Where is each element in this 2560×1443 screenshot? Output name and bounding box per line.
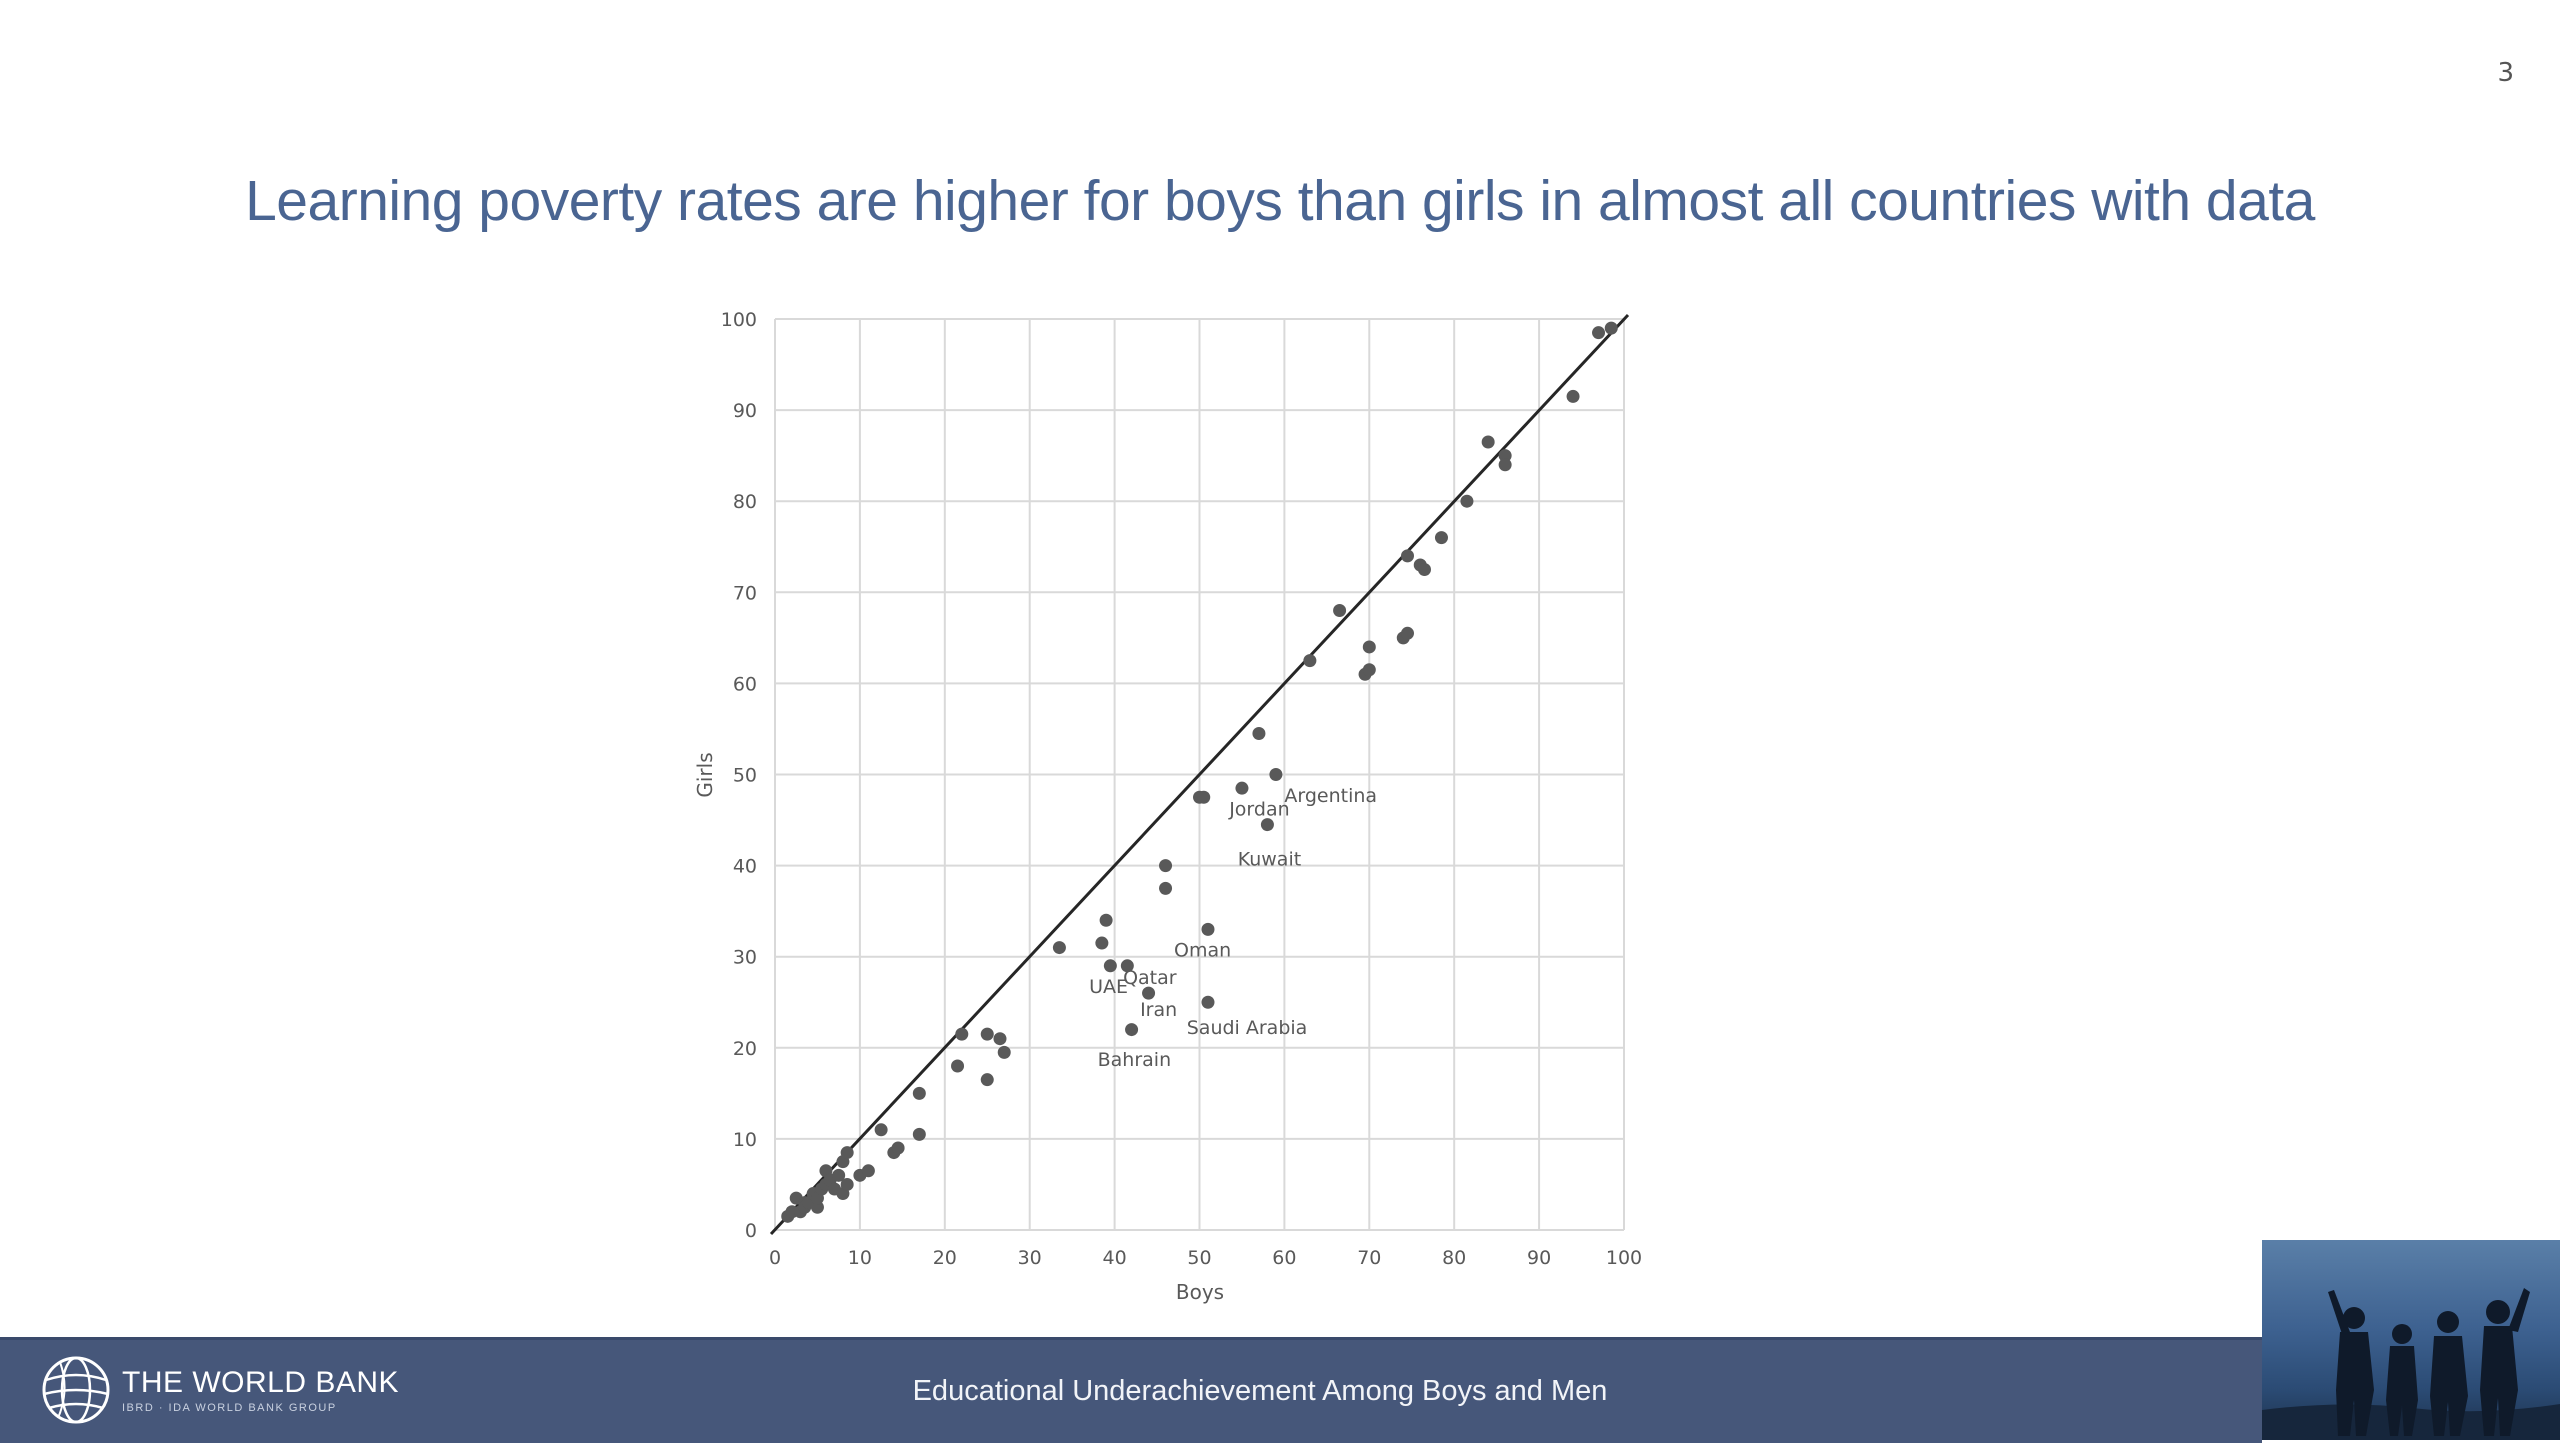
data-point-48 [1260,818,1274,832]
people-silhouette-icon [2262,1288,2560,1440]
axis-ticks: 0 10 20 30 40 50 60 70 80 90 100 0 10 20 30 40 50 60 70 80 9… [721,309,1642,1269]
x-tick-label-10: 100 [1606,1247,1642,1269]
data-point-32 [997,1045,1011,1059]
x-tick-label-8: 80 [1442,1247,1466,1269]
world-bank-logo: THE WORLD BANK IBRD · IDA WORLD BANK GRO… [40,1350,399,1430]
data-point-28 [955,1027,969,1041]
y-axis-title: Girls [693,752,717,797]
data-point-54 [1362,640,1376,654]
y-tick-label-5: 50 [733,765,757,787]
y-tick-label-0: 0 [745,1220,757,1242]
annotation-qatar: Qatar [1123,967,1177,989]
data-point-35 [1099,913,1113,927]
data-point-60 [1434,531,1448,545]
x-tick-label-3: 30 [1018,1247,1042,1269]
y-tick-label-4: 40 [733,856,757,878]
x-tick-label-6: 60 [1272,1247,1296,1269]
data-point-61 [1460,494,1474,508]
slide-title: Learning poverty rates are higher for bo… [245,169,2315,233]
reference-line [769,313,1630,1236]
x-tick-label-4: 40 [1103,1247,1127,1269]
data-point-39 [1142,986,1156,1000]
y-tick-label-2: 20 [733,1038,757,1060]
data-point-56 [1401,626,1415,640]
x-tick-label-1: 10 [848,1247,872,1269]
data-point-44 [1201,922,1215,936]
annotation-jordan: Jordan [1228,798,1289,820]
equality-reference-line [769,313,1630,1236]
logo-subtitle: IBRD · IDA WORLD BANK GROUP [122,1402,337,1414]
data-point-63 [1498,449,1512,463]
data-point-21 [861,1164,875,1178]
annotation-bahrain: Bahrain [1098,1049,1172,1071]
data-point-15 [832,1168,846,1182]
annotation-oman: Oman [1174,940,1231,962]
x-tick-label-7: 70 [1357,1247,1381,1269]
x-tick-label-0: 0 [769,1247,781,1269]
data-point-43 [1197,790,1211,804]
data-point-40 [1159,859,1173,873]
data-point-36 [1103,959,1117,973]
data-point-26 [912,1127,926,1141]
y-tick-label-3: 30 [733,947,757,969]
annotation-saudi-arabia: Saudi Arabia [1187,1017,1308,1039]
data-point-8 [810,1200,824,1214]
y-tick-label-7: 70 [733,582,757,604]
data-point-53 [1362,663,1376,677]
y-tick-label-1: 10 [733,1129,757,1151]
data-point-24 [891,1141,905,1155]
data-points [781,321,1618,1223]
data-point-50 [1303,654,1317,668]
data-point-62 [1481,435,1495,449]
data-point-31 [993,1032,1007,1046]
data-point-66 [1592,326,1606,340]
annotation-iran: Iran [1140,999,1177,1021]
data-point-22 [874,1123,888,1137]
data-point-38 [1125,1023,1139,1037]
data-point-37 [1120,959,1134,973]
data-point-49 [1269,768,1283,781]
data-point-41 [1159,881,1173,895]
data-point-27 [951,1059,965,1073]
logo-name: THE WORLD BANK [122,1366,400,1399]
data-point-25 [912,1086,926,1100]
x-tick-label-2: 20 [933,1247,957,1269]
data-point-46 [1235,781,1249,795]
data-point-51 [1333,604,1347,618]
globe-icon [42,1356,110,1424]
data-point-64 [1498,458,1512,472]
data-point-30 [980,1027,994,1041]
data-point-18 [840,1146,854,1160]
data-point-67 [1604,321,1618,335]
y-tick-label-9: 90 [733,400,757,422]
data-point-65 [1566,389,1580,403]
data-point-34 [1095,936,1109,950]
annotation-argentina: Argentina [1284,785,1377,807]
speaker-video-thumbnail[interactable] [2262,1240,2560,1440]
y-tick-label-10: 100 [721,309,757,331]
slide-number: 3 [2497,58,2514,88]
data-point-33 [1052,941,1066,955]
annotation-kuwait: Kuwait [1238,849,1301,871]
annotation-uae: UAE [1089,976,1128,998]
data-point-19 [840,1177,854,1191]
x-tick-label-5: 50 [1187,1247,1211,1269]
y-tick-label-8: 80 [733,491,757,513]
x-tick-label-9: 90 [1527,1247,1551,1269]
data-point-59 [1417,563,1431,577]
data-point-29 [980,1073,994,1087]
y-tick-label-6: 60 [733,673,757,695]
data-point-57 [1401,549,1415,563]
data-point-45 [1201,995,1215,1009]
x-axis-title: Boys [1176,1280,1224,1304]
data-point-47 [1252,727,1266,741]
